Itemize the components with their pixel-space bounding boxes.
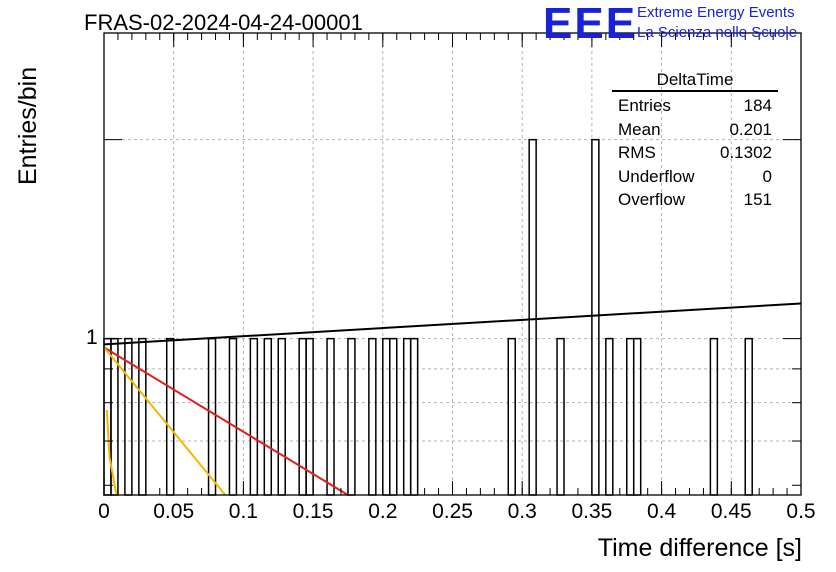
histogram-bar: [263, 337, 273, 496]
stats-label: Underflow: [618, 166, 695, 186]
histogram-bar: [632, 337, 642, 496]
histogram-bar: [591, 138, 600, 496]
fit-curve: [105, 409, 118, 496]
x-tick-label: 0.35: [571, 500, 613, 523]
histogram-bar: [556, 337, 565, 496]
histogram-bar: [207, 337, 217, 496]
stats-value: 0: [762, 166, 772, 186]
logo-line-2: La Scienza nelle Scuole: [637, 24, 798, 41]
x-tick-label: 0.45: [710, 500, 752, 523]
histogram-bar: [507, 337, 516, 496]
stats-label: Mean: [618, 119, 661, 139]
histogram-bar: [626, 337, 635, 496]
histogram-bar: [326, 337, 335, 496]
histogram-bar: [138, 337, 147, 496]
y-axis-label: Entries/bin: [14, 66, 42, 185]
stats-value: 0.201: [729, 119, 772, 139]
x-axis-label: Time difference [s]: [597, 534, 802, 562]
fit-curve: [103, 346, 349, 496]
plot-frame: [103, 32, 802, 496]
stats-label: RMS: [618, 143, 656, 162]
histogram-bar: [744, 337, 753, 496]
x-tick-label: 0.15: [292, 500, 334, 523]
stats-value: 184: [743, 96, 772, 115]
stats-value: 151: [743, 190, 772, 209]
histogram-bar: [382, 337, 391, 496]
histogram-bars: [103, 138, 753, 496]
histogram-bar: [389, 337, 398, 496]
chart-title: FRAS-02-2024-04-24-00001: [84, 10, 363, 35]
x-tick-label: 0.3: [507, 500, 537, 523]
histogram-bar: [528, 138, 537, 496]
fit-lines: [103, 302, 802, 496]
x-tick-label: 0.2: [368, 500, 398, 523]
y-tick-label: 1: [86, 325, 98, 349]
stats-row: Underflow 0: [612, 165, 778, 189]
histogram-bar: [277, 337, 286, 496]
logo-line-1: Extreme Energy Events: [637, 4, 795, 21]
stats-row: RMS 0.1302: [612, 141, 778, 165]
x-tick-label: 0.4: [646, 500, 677, 523]
stats-value: 0.1302: [720, 143, 772, 162]
histogram-bar: [249, 337, 259, 496]
x-tick-label: 0.25: [432, 500, 473, 523]
stats-label: Entries: [618, 96, 671, 115]
histogram-bar: [605, 337, 614, 496]
stats-label: Overflow: [618, 190, 686, 209]
fit-curve: [103, 302, 802, 346]
histogram-bar: [298, 337, 307, 496]
fit-curve: [103, 346, 227, 496]
x-tick-label: 0: [98, 500, 110, 523]
x-tick-label: 0.05: [153, 500, 195, 523]
x-tick-label: 0.1: [228, 500, 258, 523]
histogram-bar: [368, 337, 377, 496]
histogram-bar: [409, 337, 419, 496]
stats-row: Overflow 151: [612, 188, 778, 212]
histogram-bar: [228, 337, 238, 496]
eee-logo: EEE: [543, 0, 638, 48]
stats-row: Entries 184: [612, 94, 778, 118]
histogram-bar: [402, 337, 412, 496]
stats-row: Mean 0.201: [612, 118, 778, 142]
x-tick-label: 0.5: [786, 500, 816, 523]
histogram-bar: [347, 337, 356, 496]
histogram-bar: [709, 337, 719, 496]
stats-box: DeltaTime Entries 184 Mean 0.201 RMS 0.1…: [612, 70, 778, 212]
histogram-bar: [165, 337, 175, 496]
stats-title: DeltaTime: [612, 70, 778, 92]
